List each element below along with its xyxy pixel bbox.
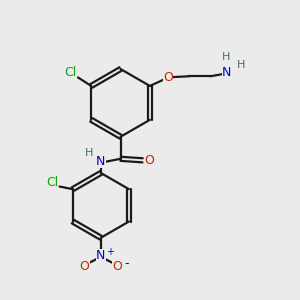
Text: +: + (106, 247, 114, 256)
Text: H: H (237, 60, 245, 70)
Text: -: - (124, 257, 129, 270)
Text: N: N (222, 66, 231, 79)
Text: Cl: Cl (46, 176, 58, 189)
Text: N: N (96, 249, 106, 262)
Text: O: O (112, 260, 122, 273)
Text: Cl: Cl (64, 66, 77, 79)
Text: H: H (85, 148, 93, 158)
Text: O: O (144, 154, 154, 167)
Text: N: N (96, 155, 106, 168)
Text: O: O (163, 71, 173, 84)
Text: H: H (222, 52, 230, 61)
Text: O: O (80, 260, 90, 273)
